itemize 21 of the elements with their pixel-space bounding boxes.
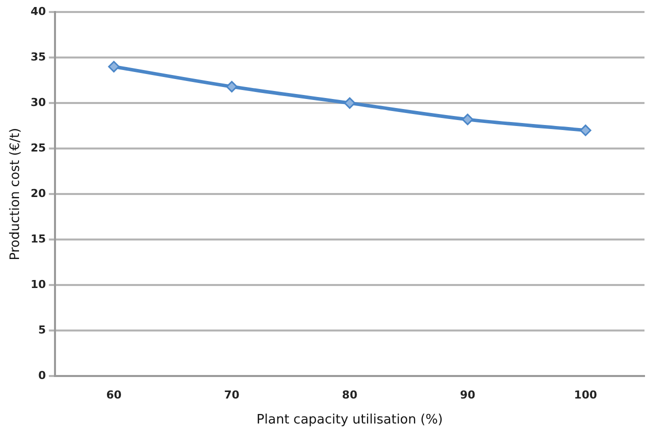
y-tick-label: 5: [38, 324, 46, 337]
point: [580, 124, 592, 136]
point: [344, 97, 356, 109]
point: [226, 80, 238, 92]
y-tick-label: 40: [30, 4, 46, 18]
x-tick-label: 100: [574, 388, 598, 402]
y-tick-label: 20: [30, 186, 46, 200]
y-tick-label: 10: [30, 278, 46, 292]
x-axis-title: Plant capacity utilisation (%): [256, 412, 443, 428]
x-tick-label: 90: [460, 388, 476, 402]
x-tick-label: 60: [106, 388, 122, 402]
point: [108, 60, 120, 72]
y-tick-label: 0: [38, 369, 46, 382]
y-tick-label: 25: [30, 141, 46, 154]
point: [462, 114, 474, 126]
y-tick-label: 35: [30, 50, 46, 64]
y-tick-label: 30: [30, 96, 46, 109]
x-tick-label: 80: [342, 388, 358, 402]
y-tick-label: 15: [30, 232, 46, 246]
x-tick-label: 70: [224, 388, 240, 402]
y-axis-title: Production cost (€/t): [8, 128, 24, 260]
